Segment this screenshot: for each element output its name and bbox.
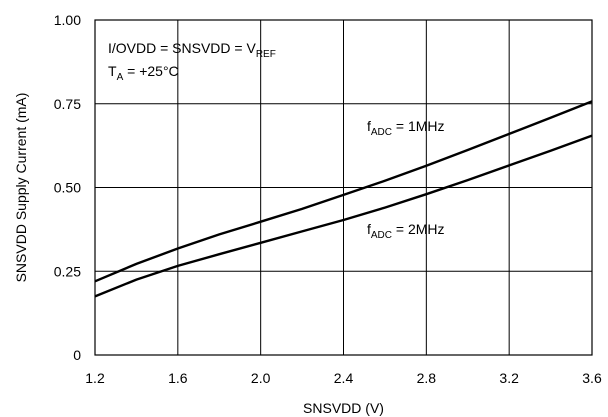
curve-fadc-2mhz (94, 134, 593, 298)
series-label-2mhz-sub: ADC (371, 230, 392, 241)
y-axis-label: SNSVDD Supply Current (mA) (13, 93, 29, 283)
plot-frame (94, 19, 593, 356)
y-tick-label: 1.00 (54, 12, 81, 28)
series-label-1mhz-post: = 1MHz (392, 118, 445, 134)
x-tick-label: 1.6 (168, 370, 188, 386)
y-tick-label: 0.25 (54, 263, 81, 279)
series-label-1mhz-sub: ADC (371, 127, 392, 138)
x-tick-label: 2.8 (417, 370, 437, 386)
x-tick-label: 2.0 (251, 370, 271, 386)
condition-supply-sub: REF (256, 49, 276, 60)
curves (94, 100, 593, 298)
series-label-1mhz-pre: f (367, 118, 371, 134)
x-tick-label: 3.6 (582, 370, 602, 386)
y-tick-label: 0.75 (54, 96, 81, 112)
x-tick-label: 1.2 (85, 370, 105, 386)
condition-supply-main: I/OVDD = SNSVDD = V (108, 40, 256, 56)
y-tick-label: 0 (73, 347, 81, 363)
condition-supply-text: I/OVDD = SNSVDD = VREF (108, 40, 276, 60)
y-tick-label: 0.50 (54, 180, 81, 196)
x-tick-label: 3.2 (499, 370, 519, 386)
condition-temperature-text: TA = +25°C (108, 63, 179, 83)
condition-temp-sub: A (117, 72, 124, 83)
conditions-annotation: I/OVDD = SNSVDD = VREF TA = +25°C (108, 40, 276, 83)
series-label-2mhz: fADC = 2MHz (367, 221, 445, 241)
series-label-2mhz-post: = 2MHz (392, 221, 445, 237)
series-label-2mhz-pre: f (367, 221, 371, 237)
tick-labels: 1.2 1.6 2.0 2.4 2.8 3.2 3.6 0 0.25 0.50 0.75 1.00 (54, 12, 602, 386)
x-axis-label: SNSVDD (V) (303, 400, 384, 416)
series-label-1mhz: fADC = 1MHz (367, 118, 445, 138)
condition-temp-pre: T (108, 63, 117, 79)
condition-temp-post: = +25°C (123, 63, 178, 79)
gridlines (95, 20, 592, 355)
x-tick-label: 2.4 (334, 370, 354, 386)
curve-fadc-1mhz (94, 100, 593, 283)
